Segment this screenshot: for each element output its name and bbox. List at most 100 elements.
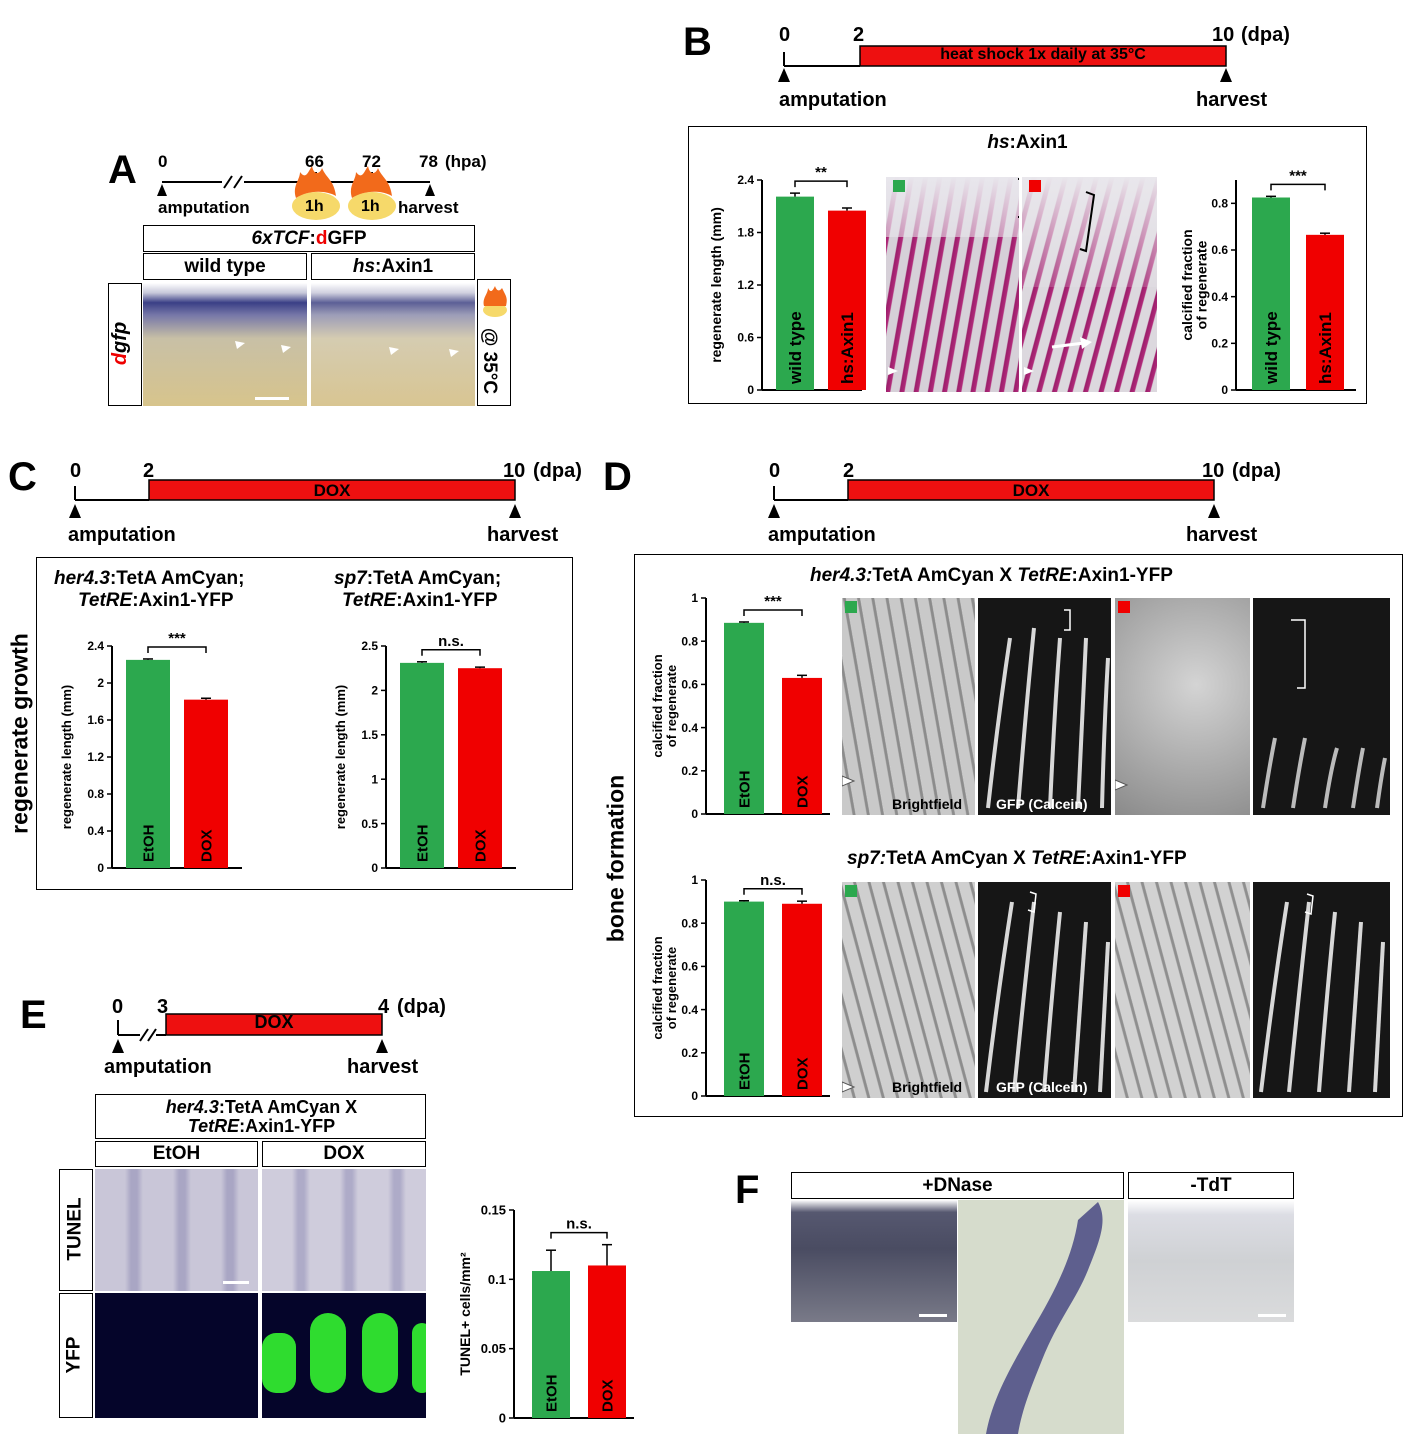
y-tick-label: 0.4	[87, 824, 104, 838]
tick-10: 10	[1202, 460, 1225, 482]
row-label-yfp: YFP	[59, 1293, 93, 1418]
axin1-color-key	[1029, 180, 1041, 192]
y-tick-label: 0.6	[681, 678, 698, 692]
y-tick-label: 0.05	[481, 1341, 506, 1356]
timeline-bar-label: heat shock 1x daily at 35°C	[940, 46, 1146, 63]
y-tick-label: 0.4	[1211, 290, 1228, 304]
y-tick-label: 0.6	[737, 331, 754, 345]
bar-hs-axin1	[828, 210, 866, 390]
bar-label: DOX	[794, 775, 811, 808]
y-tick-label: 0.15	[481, 1203, 506, 1218]
bar-label: EtOH	[736, 771, 753, 809]
y-tick-label: 1.8	[737, 226, 754, 240]
tick-10: 10	[1212, 24, 1235, 46]
bar-label: hs:Axin1	[838, 312, 857, 384]
harvest-label: harvest	[1196, 89, 1268, 111]
tick-3: 3	[157, 996, 169, 1018]
column-wild-type: wild type	[143, 253, 307, 280]
bar-dox	[588, 1265, 626, 1418]
yfp-etoh-image	[95, 1293, 258, 1418]
flame-icon	[348, 166, 396, 220]
y-tick-label: 1.2	[87, 750, 104, 764]
bar-label: DOX	[794, 1057, 811, 1090]
brightfield-etoh-image: Brightfield	[842, 882, 975, 1098]
bar-label: DOX	[198, 829, 215, 862]
y-tick-label: 1	[691, 873, 698, 887]
gfp-etoh-image: GFP (Calcein)	[978, 598, 1111, 815]
tick-0: 0	[158, 152, 168, 171]
panel-c-right-title: TetRE:Axin1-YFP	[342, 590, 498, 611]
y-axis-label: calcified fractionof regenerate	[650, 936, 679, 1039]
timeline-bar-label: DOX	[1012, 481, 1050, 500]
flame-icon	[292, 166, 340, 220]
brightfield-dox-image	[1115, 598, 1250, 815]
panel-e-title: her4.3:TetA AmCyan X TetRE:Axin1-YFP	[95, 1094, 426, 1139]
panel-label-a: A	[108, 148, 137, 192]
y-tick-label: 0.8	[87, 787, 104, 801]
y-tick-label: 0.5	[361, 817, 378, 831]
chart-d-her43: 0 0.2 0.4 0.6 0.8 1 calcified fractionof regen…	[650, 591, 830, 821]
y-tick-label: 1.6	[87, 713, 104, 727]
reporter-header: 6xTCF: d GFP	[143, 225, 475, 252]
flame-icon	[483, 286, 507, 317]
dgfp-wildtype-image	[143, 283, 307, 406]
panel-label-e: E	[20, 993, 47, 1037]
dnase-section-image	[958, 1200, 1124, 1434]
heat-condition-label: @ 35°C	[477, 279, 511, 406]
y-axis-label: calcified fractionof regenerate	[650, 654, 679, 757]
harvest-label: harvest	[398, 198, 459, 217]
harvest-label: harvest	[1186, 524, 1258, 546]
tunel-etoh-image	[95, 1169, 258, 1291]
y-tick-label: 0.1	[488, 1272, 506, 1287]
bar-dox	[782, 903, 822, 1096]
tick-78: 78	[419, 152, 438, 171]
chart-c-her43: 0 0.4 0.8 1.2 1.6 2 2.4 regenerate length (mm) E…	[59, 630, 242, 875]
significance-bracket	[743, 609, 803, 616]
y-tick-label: 0	[97, 861, 104, 875]
side-label-bone-formation: bone formation	[602, 774, 629, 943]
column-tdt: -TdT	[1128, 1172, 1294, 1199]
bar-dox	[458, 668, 502, 868]
dnase-fin-image	[791, 1200, 957, 1322]
bar-label: DOX	[472, 829, 489, 862]
fin-axin1-image	[1022, 177, 1157, 392]
y-tick-label: 0.2	[1211, 337, 1228, 351]
significance-bracket	[421, 649, 481, 656]
panel-c-right-title: sp7:TetA AmCyan;	[334, 568, 502, 589]
pulse-label: 1h	[305, 198, 324, 215]
timeline-unit: (hpa)	[445, 152, 487, 171]
significance-bracket	[743, 887, 803, 895]
y-tick-label: 0	[691, 1089, 698, 1103]
tick-72: 72	[362, 152, 381, 171]
bar-etoh	[724, 901, 764, 1096]
harvest-label: harvest	[487, 524, 559, 546]
tick-0: 0	[70, 460, 82, 482]
y-axis-label: regenerate length (mm)	[333, 685, 348, 829]
bar-etoh	[532, 1271, 570, 1418]
bar-label: EtOH	[414, 825, 431, 863]
panel-b-title: hs:Axin1	[987, 132, 1068, 153]
y-tick-label: 2.5	[361, 639, 378, 653]
timeline-bar-label: DOX	[313, 481, 351, 500]
y-tick-label: 2	[97, 676, 104, 690]
timeline-c	[69, 479, 521, 518]
timeline-b	[778, 45, 1232, 82]
bar-etoh	[400, 662, 444, 868]
y-tick-label: 0	[1221, 383, 1228, 397]
y-tick-label: 1	[691, 591, 698, 605]
axin1-color-key	[1118, 601, 1130, 613]
y-tick-label: 0	[747, 383, 754, 397]
chart-c-sp7: 0 0.5 1 1.5 2 2.5 regenerate length (mm) EtOH DO…	[333, 633, 516, 875]
chart-e-tunel: 0 0.05 0.1 0.15 TUNEL+ cells/mm² EtOH DOX n.s.	[457, 1203, 634, 1426]
tick-2: 2	[853, 24, 865, 46]
y-tick-label: 1.2	[737, 278, 754, 292]
panel-label-c: C	[8, 455, 37, 499]
y-tick-label: 0.8	[681, 634, 698, 648]
tick-10: 10	[503, 460, 526, 482]
fin-wildtype-image	[886, 177, 1019, 392]
column-hs-axin1: hs:Axin1	[311, 253, 475, 280]
chart-d-sp7: 0 0.2 0.4 0.6 0.8 1 calcified fractionof regen…	[650, 872, 830, 1103]
y-tick-label: 0	[499, 1411, 506, 1426]
significance-label: n.s.	[760, 872, 786, 889]
brightfield-etoh-image: Brightfield	[842, 598, 975, 815]
